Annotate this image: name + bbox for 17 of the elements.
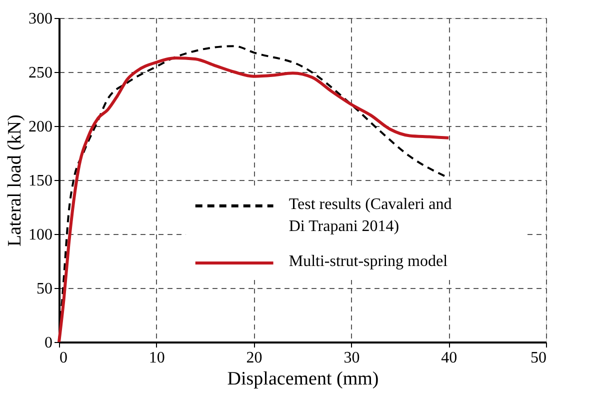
x-tick-label: 30 <box>344 350 360 366</box>
y-tick-label: 0 <box>44 334 52 352</box>
y-tick-label: 300 <box>28 10 52 28</box>
x-tick-label: 20 <box>246 350 262 366</box>
y-axis-title: Lateral load (kN) <box>4 114 26 246</box>
x-tick-label: 0 <box>60 350 68 366</box>
y-tick-label: 100 <box>28 226 52 244</box>
x-tick-label: 50 <box>530 350 546 366</box>
legend-label: Multi-strut-spring model <box>288 252 448 270</box>
x-tick-label: 40 <box>441 350 458 366</box>
y-tick-label: 250 <box>28 64 52 82</box>
y-tick-label: 50 <box>36 280 52 298</box>
y-tick-label: 150 <box>28 172 52 190</box>
x-axis-title: Displacement (mm) <box>227 368 379 390</box>
legend-label: Test results (Cavaleri and Di Trapani 2014) <box>288 196 452 235</box>
y-tick-label: 200 <box>28 118 52 136</box>
x-tick-label: 10 <box>148 350 165 366</box>
